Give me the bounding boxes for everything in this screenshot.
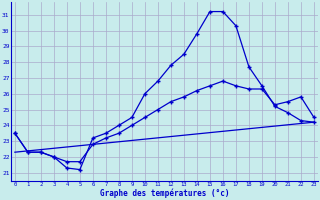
- X-axis label: Graphe des températures (°c): Graphe des températures (°c): [100, 188, 229, 198]
